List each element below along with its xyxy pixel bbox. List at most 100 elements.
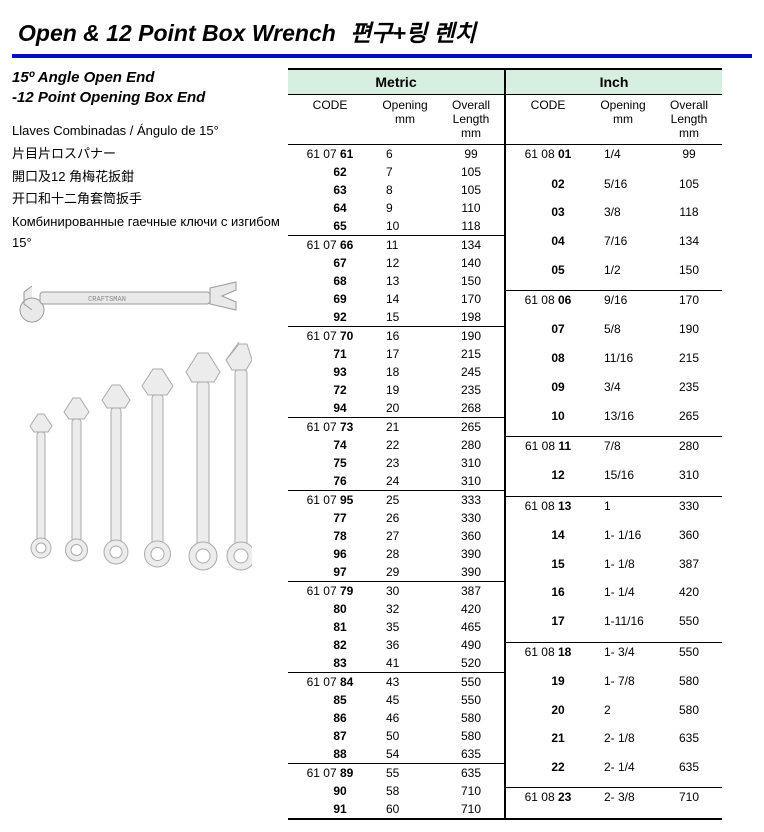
opening-cell: 5/16 [590,175,656,204]
table-row: 61 08 232- 3/8710 [506,788,722,819]
col-opening: Openingmm [372,95,438,145]
opening-cell: 14 [372,290,438,308]
opening-cell: 11 [372,236,438,255]
code-cell: 78 [288,527,372,545]
length-cell: 330 [438,509,505,527]
length-cell: 150 [656,261,722,291]
table-row: 8341520 [288,654,505,673]
code-cell: 82 [288,636,372,654]
col-code: CODE [288,95,372,145]
inch-table: Inch CODE Openingmm Overall Lengthmm 61 … [506,68,722,820]
table-row: 6510118 [288,217,505,236]
table-row: 8646580 [288,709,505,727]
code-cell: 68 [288,272,372,290]
opening-cell: 2- 1/8 [590,729,656,758]
lang-es: Llaves Combinadas / Ángulo de 15° [12,121,280,142]
table-row: 61 07 8443550 [288,673,505,692]
table-row: 051/2150 [506,261,722,291]
table-row: 0811/16215 [506,349,722,378]
code-cell: 64 [288,199,372,217]
table-row: 093/4235 [506,378,722,407]
opening-cell: 1- 7/8 [590,672,656,701]
opening-cell: 9 [372,199,438,217]
length-cell: 170 [438,290,505,308]
length-cell: 550 [656,642,722,672]
code-cell: 61 07 84 [288,673,372,692]
opening-cell: 21 [372,418,438,437]
subtitle: 15º Angle Open End -12 Point Opening Box… [12,68,280,107]
spec-tables: Metric CODE Openingmm Overall Lengthmm 6… [288,68,722,820]
code-cell: 61 07 66 [288,236,372,255]
code-cell: 62 [288,163,372,181]
table-row: 61 07 9525333 [288,491,505,510]
code-cell: 16 [506,583,590,612]
metric-table: Metric CODE Openingmm Overall Lengthmm 6… [288,68,506,820]
lang-zh-s: 开口和十二角套筒扳手 [12,189,280,210]
opening-cell: 22 [372,436,438,454]
length-cell: 635 [438,745,505,764]
length-cell: 105 [656,175,722,204]
code-cell: 15 [506,555,590,584]
opening-cell: 32 [372,600,438,618]
table-row: 7422280 [288,436,505,454]
table-row: 212- 1/8635 [506,729,722,758]
code-cell: 85 [288,691,372,709]
table-row: 9628390 [288,545,505,563]
opening-cell: 9/16 [590,291,656,321]
table-row: 9160710 [288,800,505,819]
opening-cell: 1/4 [590,145,656,175]
table-row: 61 08 117/8280 [506,437,722,467]
table-row: 8854635 [288,745,505,764]
table-row: 191- 7/8580 [506,672,722,701]
table-row: 7624310 [288,472,505,491]
subtitle-line2: -12 Point Opening Box End [12,88,280,108]
length-cell: 118 [438,217,505,236]
code-cell: 03 [506,203,590,232]
code-cell: 61 08 13 [506,496,590,526]
code-cell: 14 [506,526,590,555]
code-cell: 88 [288,745,372,764]
length-cell: 520 [438,654,505,673]
inch-header: Inch [506,69,722,95]
opening-cell: 50 [372,727,438,745]
opening-cell: 7/8 [590,437,656,467]
code-cell: 08 [506,349,590,378]
length-cell: 99 [656,145,722,175]
table-row: 151- 1/8387 [506,555,722,584]
opening-cell: 45 [372,691,438,709]
table-row: 141- 1/16360 [506,526,722,555]
opening-cell: 11/16 [590,349,656,378]
length-cell: 580 [438,709,505,727]
table-row: 9729390 [288,563,505,582]
code-cell: 94 [288,399,372,418]
col-length: Overall Lengthmm [438,95,505,145]
table-row: 202580 [506,701,722,730]
table-row: 025/16105 [506,175,722,204]
length-cell: 110 [438,199,505,217]
length-cell: 140 [438,254,505,272]
length-cell: 635 [656,758,722,788]
code-cell: 10 [506,407,590,437]
metric-header: Metric [288,69,505,95]
table-row: 8750580 [288,727,505,745]
col-code: CODE [506,95,590,145]
table-row: 61 08 011/499 [506,145,722,175]
code-cell: 12 [506,466,590,496]
length-cell: 580 [656,672,722,701]
code-cell: 75 [288,454,372,472]
length-cell: 360 [438,527,505,545]
opening-cell: 35 [372,618,438,636]
length-cell: 198 [438,308,505,327]
opening-cell: 60 [372,800,438,819]
code-cell: 67 [288,254,372,272]
table-row: 9420268 [288,399,505,418]
length-cell: 710 [656,788,722,819]
table-row: 61 07 7321265 [288,418,505,437]
opening-cell: 17 [372,345,438,363]
table-row: 222- 1/4635 [506,758,722,788]
table-row: 61 08 181- 3/4550 [506,642,722,672]
table-row: 6914170 [288,290,505,308]
opening-cell: 15 [372,308,438,327]
code-cell: 19 [506,672,590,701]
table-row: 047/16134 [506,232,722,261]
